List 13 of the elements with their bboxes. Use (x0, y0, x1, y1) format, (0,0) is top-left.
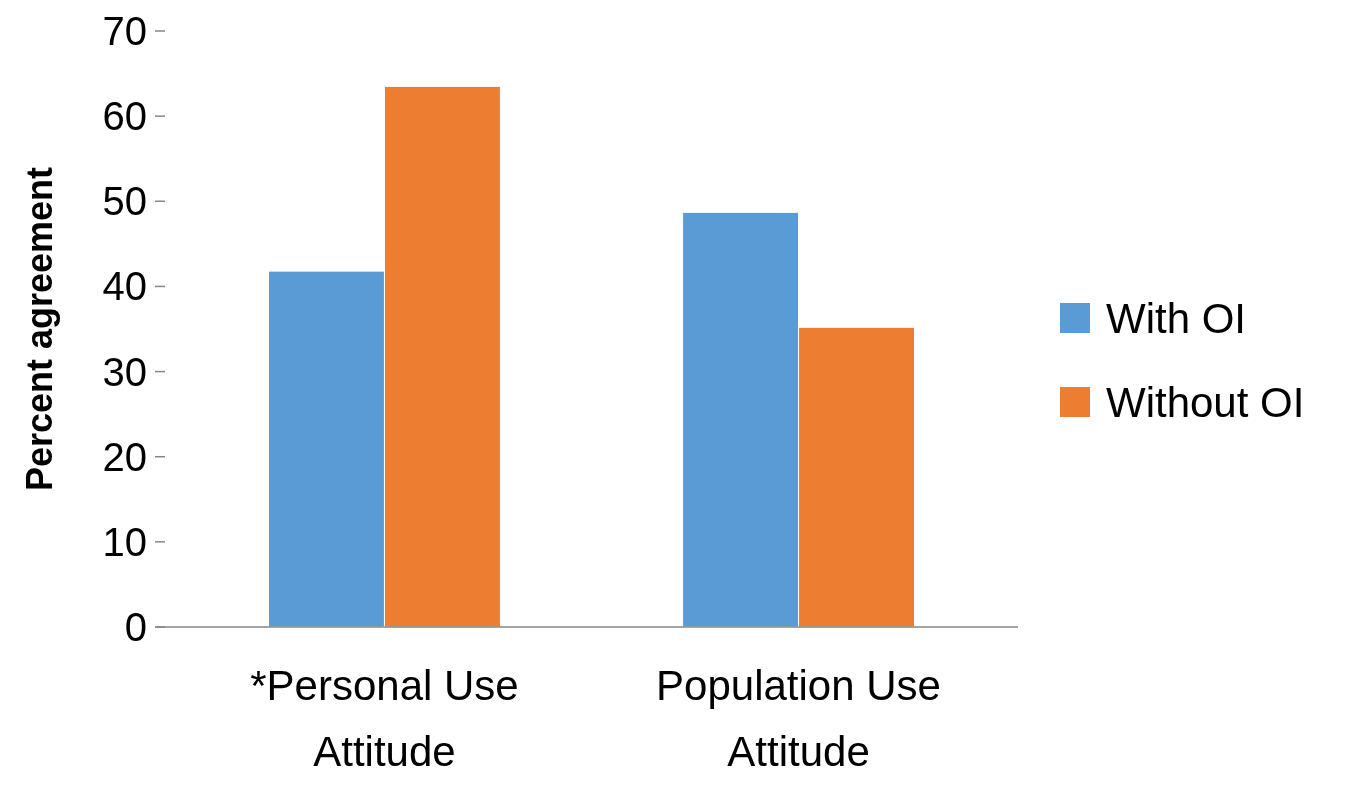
y-tick-label: 30 (102, 349, 147, 394)
x-tick-label: *Personal Use Attitude (250, 662, 519, 775)
y-tick-label: 20 (102, 434, 147, 479)
y-tick-label: 10 (102, 519, 147, 564)
y-tick-label: 50 (102, 179, 147, 224)
legend-label: With OI (1106, 294, 1247, 342)
y-tick-label: 40 (102, 264, 147, 309)
y-axis-title: Percent agreement (19, 166, 60, 492)
legend-label: Without OI (1106, 378, 1305, 426)
y-tick-label: 0 (124, 605, 147, 649)
y-tick-label: 70 (102, 9, 147, 53)
x-tick-label: Population Use Attitude (656, 662, 941, 775)
y-tick-label: 60 (102, 94, 147, 139)
